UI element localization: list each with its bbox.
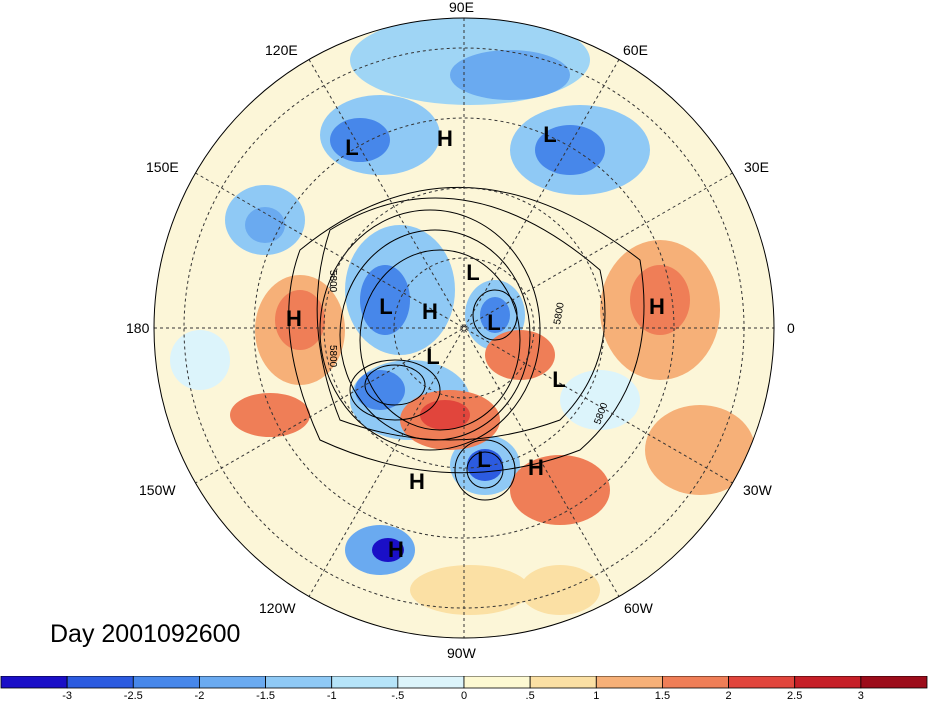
pressure-center-low: L [543, 122, 556, 147]
colorbar-tick-label: .5 [525, 690, 535, 702]
longitude-label-0: 0 [787, 320, 795, 336]
colorbar-tick-label: 1 [593, 690, 600, 702]
longitude-label-150w: 150W [139, 482, 176, 498]
pressure-center-high: H [437, 126, 453, 151]
polar-stereographic-map: 5800 5800 5800 5800 H L L H L L H L H L … [153, 17, 775, 639]
pressure-center-low: L [466, 260, 479, 285]
colorbar-segment [728, 676, 796, 689]
pressure-center-group: H L L H L L H L H L L H H L H [286, 122, 665, 562]
pressure-center-low: L [345, 135, 358, 160]
colorbar-tick-label: -1 [326, 690, 337, 702]
colorbar-tick-label: 2.5 [787, 690, 803, 702]
colorbar [0, 676, 928, 689]
colorbar-tick-label: -.5 [391, 690, 405, 702]
colorbar-tick-label: 3 [857, 690, 864, 702]
pressure-center-high: H [409, 469, 425, 494]
pressure-center-low: L [487, 310, 500, 335]
colorbar-segment [66, 676, 134, 689]
longitude-label-60w: 60W [624, 600, 653, 616]
longitude-label-90w: 90W [447, 645, 476, 661]
colorbar-segment [595, 676, 663, 689]
pressure-center-low: L [552, 367, 565, 392]
colorbar-tick-label: 1.5 [654, 690, 671, 702]
longitude-label-150e: 150E [146, 159, 179, 175]
pressure-center-high: H [286, 306, 302, 331]
colorbar-segment [529, 676, 597, 689]
longitude-label-30e: 30E [744, 159, 769, 175]
contour-label: 5800 [552, 301, 567, 325]
longitude-label-180: 180 [126, 320, 150, 336]
pressure-center-high: H [528, 455, 544, 480]
pressure-center-high: H [422, 299, 438, 324]
longitude-label-120e: 120E [265, 42, 298, 58]
pressure-center-low: L [477, 447, 490, 472]
graticule [154, 18, 774, 638]
colorbar-tick-label: -2 [194, 690, 205, 702]
colorbar-segment [794, 676, 862, 689]
map-boundary [153, 17, 775, 639]
colorbar-segment [199, 676, 266, 689]
colorbar-segment [397, 676, 465, 689]
pressure-center-low: L [426, 344, 439, 369]
colorbar-tick-label: 2 [725, 690, 732, 702]
colorbar-segment [463, 676, 531, 689]
date-label: Day 2001092600 [50, 620, 241, 648]
pressure-center-high: H [649, 294, 665, 319]
colorbar-tick-label: -3 [62, 690, 73, 702]
colorbar-segment [860, 676, 928, 689]
longitude-label-30w: 30W [743, 482, 772, 498]
colorbar-segment [331, 676, 399, 689]
pressure-center-low: H [388, 537, 404, 562]
colorbar-tick-label: 0 [460, 690, 468, 702]
colorbar-tick-label: -2.5 [123, 690, 143, 702]
contour-label: 5800 [327, 345, 338, 368]
colorbar-segment [265, 676, 333, 689]
colorbar-segment [132, 676, 200, 689]
longitude-label-90e: 90E [449, 0, 474, 15]
colorbar-tick-label: -1.5 [256, 690, 276, 702]
colorbar-segment [0, 676, 68, 689]
contour-label: 5800 [327, 270, 338, 293]
pressure-center-low: L [379, 294, 392, 319]
longitude-label-120w: 120W [259, 600, 296, 616]
longitude-label-60e: 60E [623, 42, 648, 58]
colorbar-segment [662, 676, 729, 689]
